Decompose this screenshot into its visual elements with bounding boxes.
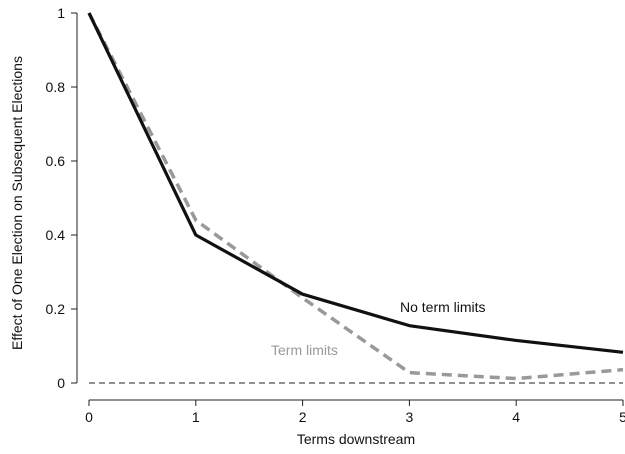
y-tick-label: 0.8	[46, 79, 66, 95]
y-tick-label: 1	[57, 5, 65, 21]
y-ticks: 0 0.2 0.4 0.6 0.8 1	[46, 5, 77, 391]
x-tick-label: 0	[85, 409, 93, 425]
y-tick-label: 0.6	[46, 153, 66, 169]
y-axis-title: Effect of One Election on Subsequent Ele…	[9, 56, 25, 350]
series-line-term-limits	[87, 12, 624, 381]
x-ticks: 0 1 2 3 4 5	[85, 400, 625, 425]
x-tick-label: 2	[299, 409, 307, 425]
series-label-no-term-limits: No term limits	[400, 299, 486, 315]
y-tick-label: 0.4	[46, 227, 66, 243]
x-axis-title: Terms downstream	[297, 431, 415, 447]
series-line-no-term-limits	[87, 12, 624, 354]
y-tick-label: 0	[57, 375, 65, 391]
axes	[76, 13, 623, 401]
series-label-term-limits: Term limits	[271, 342, 338, 358]
x-tick-label: 4	[512, 409, 520, 425]
x-tick-label: 3	[406, 409, 414, 425]
series-layer	[87, 12, 624, 381]
x-tick-label: 5	[619, 409, 625, 425]
y-tick-label: 0.2	[46, 301, 66, 317]
x-tick-label: 1	[192, 409, 200, 425]
